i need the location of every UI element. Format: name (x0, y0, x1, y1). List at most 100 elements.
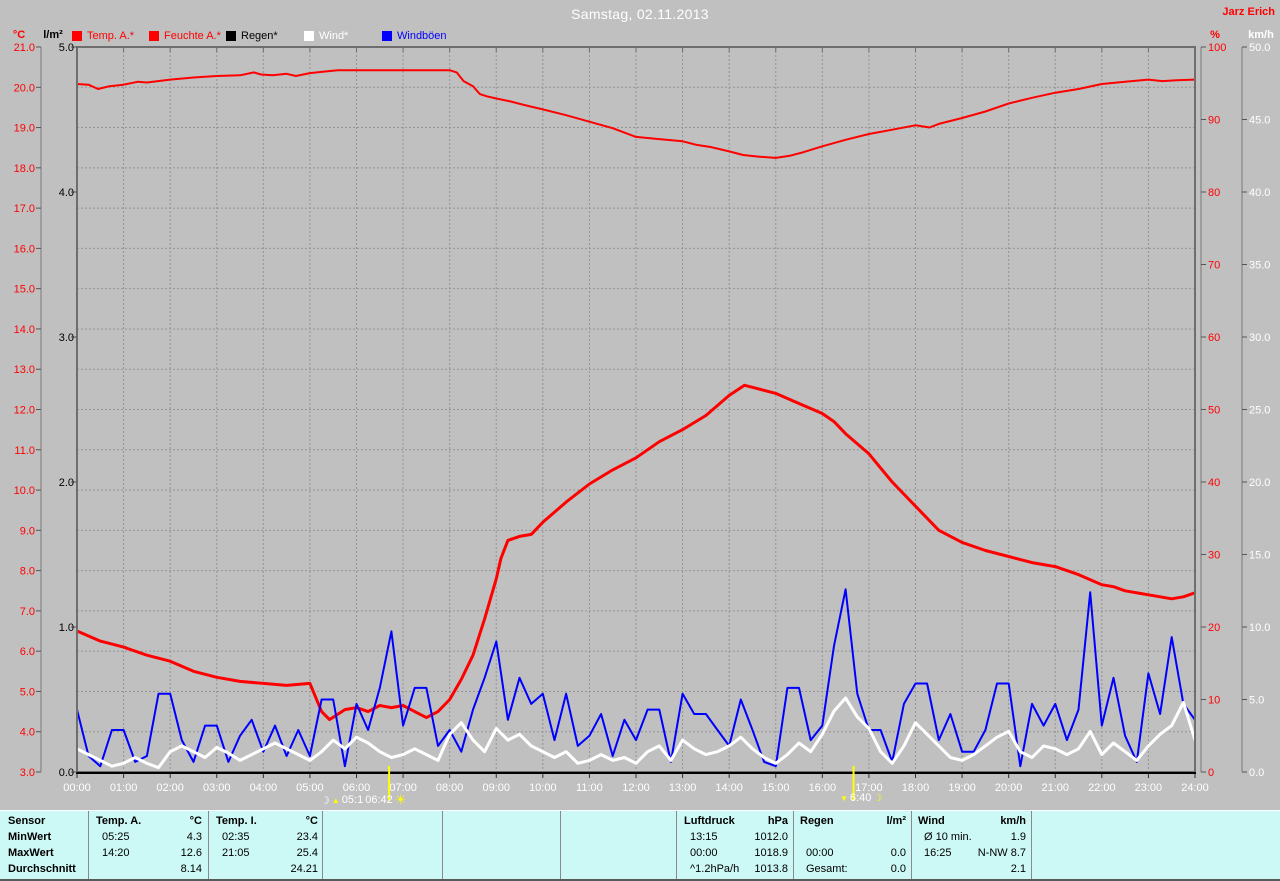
sunset-arrow-icon: ▼ (840, 793, 848, 803)
table-divider (442, 811, 443, 879)
min-value: 4.3 (186, 831, 202, 843)
max-time: 00:00 (690, 847, 718, 859)
svg-text:4.0: 4.0 (59, 187, 74, 199)
rain-value: 0.0 (890, 847, 906, 859)
chart-plot: 3.0 4.0 5.0 6.0 7.0 8.0 9.0 10.0 11.0 12.0 13.0 14.… (14, 42, 1270, 801)
svg-text:50: 50 (1208, 405, 1220, 417)
svg-text:21.0: 21.0 (14, 42, 35, 54)
avg-value: 8.14 (180, 863, 202, 875)
svg-text:04:00: 04:00 (250, 782, 278, 794)
svg-text:40: 40 (1208, 477, 1220, 489)
col-name: Luftdruck (684, 815, 735, 827)
svg-text:10.0: 10.0 (1249, 622, 1270, 634)
svg-text:24:00: 24:00 (1181, 782, 1209, 794)
table-divider (911, 811, 912, 879)
station-owner: Jarz Erich (1222, 6, 1275, 18)
svg-text:5.0: 5.0 (1249, 695, 1264, 707)
svg-text:15.0: 15.0 (14, 284, 35, 296)
table-divider (676, 811, 677, 879)
legend-label: Wind* (319, 29, 349, 42)
svg-text:03:00: 03:00 (203, 782, 231, 794)
sunrise-annotation: ☽ ▲ 05:1 06:42 ☀ (320, 792, 406, 808)
svg-text:0: 0 (1208, 767, 1214, 779)
table-divider (88, 811, 89, 879)
svg-text:20.0: 20.0 (1249, 477, 1270, 489)
svg-text:80: 80 (1208, 187, 1220, 199)
svg-text:17:00: 17:00 (855, 782, 883, 794)
min-value: 23.4 (296, 831, 318, 843)
table-divider (560, 811, 561, 879)
axis-unit-rain: l/m² (43, 29, 63, 41)
svg-text:19.0: 19.0 (14, 123, 35, 135)
svg-text:50.0: 50.0 (1249, 42, 1270, 54)
trend-label: ^1.2hPa/h (690, 863, 740, 875)
row-label: Sensor (8, 815, 46, 827)
min-value: 1012.0 (754, 831, 788, 843)
legend-item-temp[interactable]: Temp. A.* (72, 29, 134, 42)
col-unit: hPa (767, 815, 788, 827)
legend-item-rain[interactable]: Regen* (226, 29, 278, 42)
sun-icon: ☀ (394, 792, 407, 807)
max-value: 25.4 (296, 847, 318, 859)
svg-text:20:00: 20:00 (995, 782, 1023, 794)
stats-table: Sensor MinWert MaxWert Durchschnitt Temp… (0, 810, 1280, 881)
svg-text:0.0: 0.0 (1249, 767, 1264, 779)
svg-text:5.0: 5.0 (20, 686, 35, 698)
legend-label: Windböen (397, 29, 447, 42)
svg-text:70: 70 (1208, 260, 1220, 272)
max-time: 14:20 (102, 847, 130, 859)
svg-text:15.0: 15.0 (1249, 550, 1270, 562)
table-divider (793, 811, 794, 879)
svg-text:9.0: 9.0 (20, 525, 35, 537)
legend-label: Temp. A.* (87, 29, 135, 42)
svg-text:18.0: 18.0 (14, 163, 35, 175)
avg10-value: 1.9 (1010, 831, 1026, 843)
axis-unit-wind: km/h (1248, 29, 1274, 41)
svg-text:13:00: 13:00 (669, 782, 697, 794)
col-unit: l/m² (886, 815, 906, 827)
gusts-series-swatch-icon (382, 30, 392, 41)
svg-text:40.0: 40.0 (1249, 187, 1270, 199)
svg-text:07:00: 07:00 (389, 782, 417, 794)
svg-text:4.0: 4.0 (20, 727, 35, 739)
avg-value: 1013.8 (754, 863, 788, 875)
row-label: MaxWert (8, 847, 54, 859)
col-name: Temp. I. (216, 815, 257, 827)
stats-col-rain: Regen l/m² 00:00 0.0 Gesamt: 0.0 (800, 813, 906, 877)
svg-text:6.0: 6.0 (20, 646, 35, 658)
avg-label (216, 861, 222, 877)
legend-label: Feuchte A.* (164, 29, 221, 42)
svg-text:3.0: 3.0 (20, 767, 35, 779)
wind-series-swatch-icon (304, 30, 314, 41)
total-label: Gesamt: (806, 863, 848, 875)
svg-text:19:00: 19:00 (948, 782, 976, 794)
svg-text:01:00: 01:00 (110, 782, 138, 794)
svg-text:08:00: 08:00 (436, 782, 464, 794)
moon-icon: ☽ (873, 792, 883, 804)
svg-text:05:00: 05:00 (296, 782, 324, 794)
rain-series-swatch-icon (226, 30, 236, 41)
legend-item-humidity[interactable]: Feuchte A.* (149, 29, 221, 42)
legend-item-gusts[interactable]: Windböen (382, 29, 447, 42)
legend-item-wind[interactable]: Wind* (304, 29, 348, 42)
col-name: Temp. A. (96, 815, 142, 827)
svg-text:18:00: 18:00 (902, 782, 930, 794)
svg-text:02:00: 02:00 (156, 782, 184, 794)
max-value: 12.6 (180, 847, 202, 859)
stats-col-temp-i: Temp. I. °C 02:35 23.4 21:05 25.4 24.21 (216, 813, 318, 877)
col-unit: km/h (1000, 815, 1026, 827)
svg-text:5.0: 5.0 (59, 42, 74, 54)
table-divider (1031, 811, 1032, 879)
avg10-label: Ø 10 min. (924, 831, 972, 843)
svg-text:45.0: 45.0 (1249, 115, 1270, 127)
svg-text:3.0: 3.0 (59, 332, 74, 344)
stats-col-pressure: Luftdruck hPa 13:15 1012.0 00:00 1018.9 ^1.… (684, 813, 788, 877)
svg-text:14.0: 14.0 (14, 324, 35, 336)
max-time: 16:25 (924, 847, 952, 859)
table-divider (322, 811, 323, 879)
svg-text:16.0: 16.0 (14, 243, 35, 255)
empty-cell (800, 829, 806, 845)
svg-text:10: 10 (1208, 695, 1220, 707)
axis-unit-temp: °C (12, 29, 26, 41)
svg-text:00:00: 00:00 (63, 782, 91, 794)
